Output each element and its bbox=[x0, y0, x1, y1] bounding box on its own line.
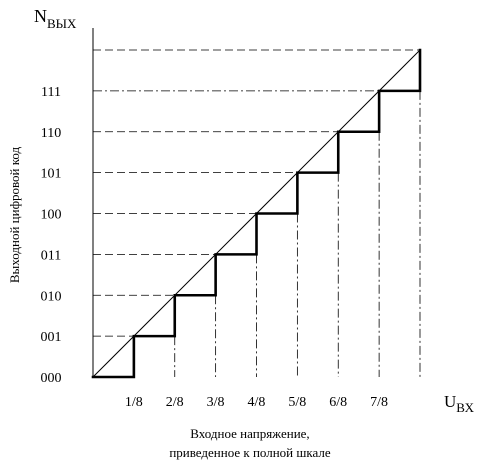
x-axis-caption-line-1: Входное напряжение, bbox=[190, 426, 309, 441]
x-tick-label: 3/8 bbox=[207, 395, 225, 410]
y-tick-label: 001 bbox=[41, 330, 62, 345]
y-axis-title-sub: ВЫХ bbox=[47, 16, 77, 31]
x-tick-label: 6/8 bbox=[329, 395, 347, 410]
y-axis-side-label: Выходной цифровой код bbox=[7, 146, 22, 283]
y-tick-label: 011 bbox=[41, 248, 61, 263]
x-tick-label: 1/8 bbox=[125, 395, 143, 410]
marks-layer bbox=[91, 48, 422, 379]
x-axis-title-main: U bbox=[444, 392, 456, 411]
y-tick-label: 000 bbox=[41, 371, 62, 386]
y-tick-label: 010 bbox=[41, 289, 62, 304]
x-axis-caption-line-2: приведенное к полной шкале bbox=[169, 445, 331, 460]
y-tick-label: 101 bbox=[41, 167, 62, 182]
y-axis-title: NВЫХ bbox=[34, 6, 77, 31]
x-axis-title-sub: ВХ bbox=[456, 400, 474, 415]
y-axis-title-main: N bbox=[34, 6, 47, 26]
x-axis-title: UВХ bbox=[444, 392, 475, 415]
grid-layer bbox=[93, 49, 421, 377]
x-tick-label: 7/8 bbox=[370, 395, 388, 410]
y-tick-label: 110 bbox=[41, 126, 61, 141]
quantization-staircase bbox=[91, 48, 422, 379]
x-tick-label: 2/8 bbox=[166, 395, 184, 410]
y-tick-label: 111 bbox=[41, 85, 61, 100]
y-tick-label: 100 bbox=[41, 208, 62, 223]
x-tick-label: 5/8 bbox=[288, 395, 306, 410]
x-tick-label: 4/8 bbox=[248, 395, 266, 410]
